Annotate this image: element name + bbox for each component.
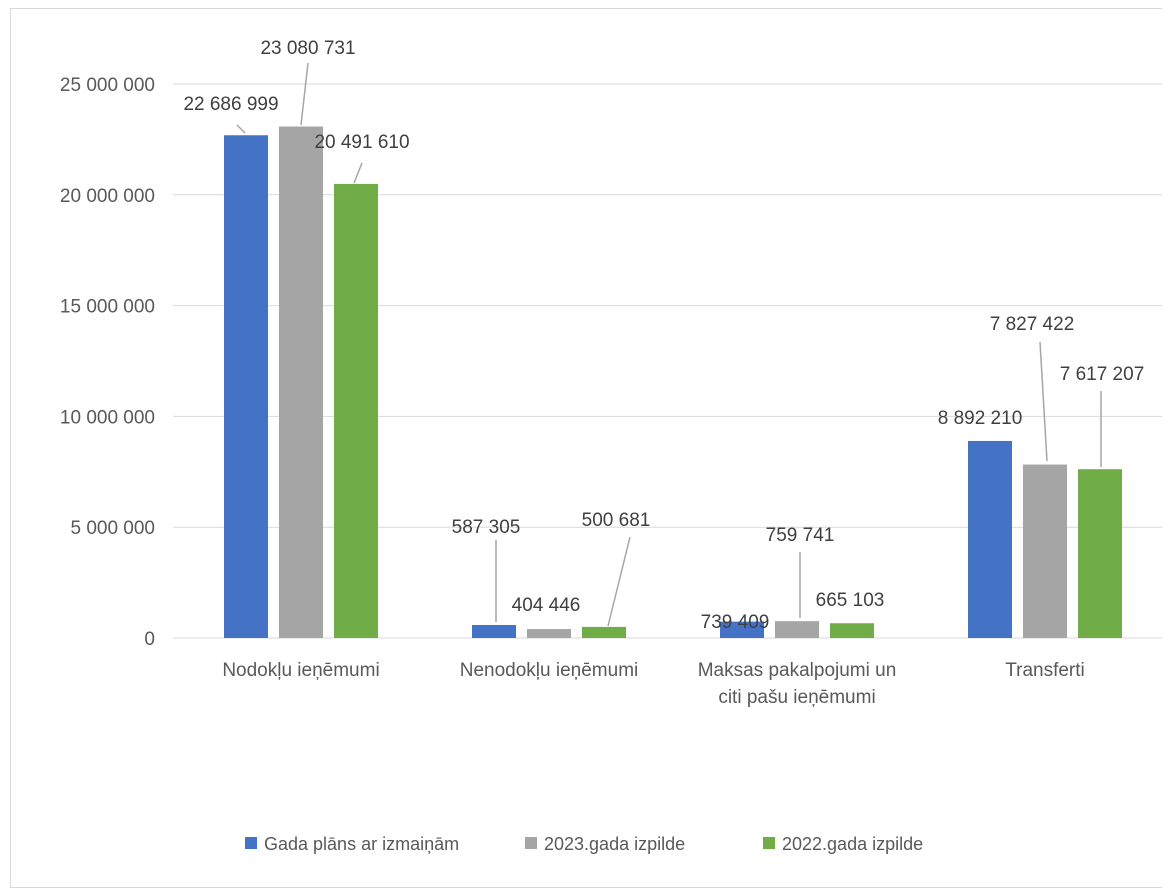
data-label: 20 491 610: [314, 132, 409, 153]
legend-label: 2022.gada izpilde: [782, 834, 923, 854]
y-tick-label: 15 000 000: [60, 297, 155, 318]
bar: [334, 183, 378, 638]
y-tick-label: 25 000 000: [60, 75, 155, 96]
data-label: 759 741: [766, 525, 835, 546]
bar: [279, 126, 323, 638]
legend-swatch: [763, 837, 775, 849]
bar: [582, 626, 626, 638]
data-label: 8 892 210: [938, 408, 1023, 429]
data-label-leader: [236, 124, 246, 134]
data-label: 404 446: [512, 595, 581, 616]
data-label: 23 080 731: [260, 38, 355, 59]
data-label: 587 305: [452, 517, 521, 538]
y-tick-label: 5 000 000: [70, 518, 155, 539]
x-tick-label: Transferti: [1005, 660, 1085, 681]
legend-label: Gada plāns ar izmaiņām: [264, 834, 459, 854]
data-label: 500 681: [582, 510, 651, 531]
legend-swatch: [525, 837, 537, 849]
bar: [720, 621, 764, 638]
x-tick-label: citi pašu ieņēmumi: [718, 687, 875, 708]
data-label: 665 103: [816, 590, 885, 611]
y-tick-label: 0: [144, 629, 155, 650]
bar: [1023, 464, 1067, 638]
data-label: 22 686 999: [183, 94, 278, 115]
data-label: 7 617 207: [1060, 364, 1145, 385]
data-label-leader: [300, 62, 309, 126]
data-label-leader: [1039, 341, 1048, 462]
bar: [472, 624, 516, 638]
bar: [968, 440, 1012, 638]
bar: [830, 623, 874, 638]
data-label-leader: [607, 536, 631, 627]
legend-label: 2023.gada izpilde: [544, 834, 685, 854]
legend-swatch: [245, 837, 257, 849]
bar: [775, 621, 819, 638]
bar: [1078, 469, 1122, 638]
x-tick-label: Nodokļu ieņēmumi: [222, 660, 379, 681]
data-label-leader: [353, 162, 363, 184]
data-label: 7 827 422: [990, 314, 1075, 335]
data-label: 739 409: [701, 612, 770, 633]
y-tick-label: 20 000 000: [60, 186, 155, 207]
x-tick-label: Maksas pakalpojumi un: [698, 660, 897, 681]
y-tick-label: 10 000 000: [60, 407, 155, 428]
x-tick-label: Nenodokļu ieņēmumi: [460, 660, 639, 681]
bar: [224, 135, 268, 638]
bar: [527, 629, 571, 638]
